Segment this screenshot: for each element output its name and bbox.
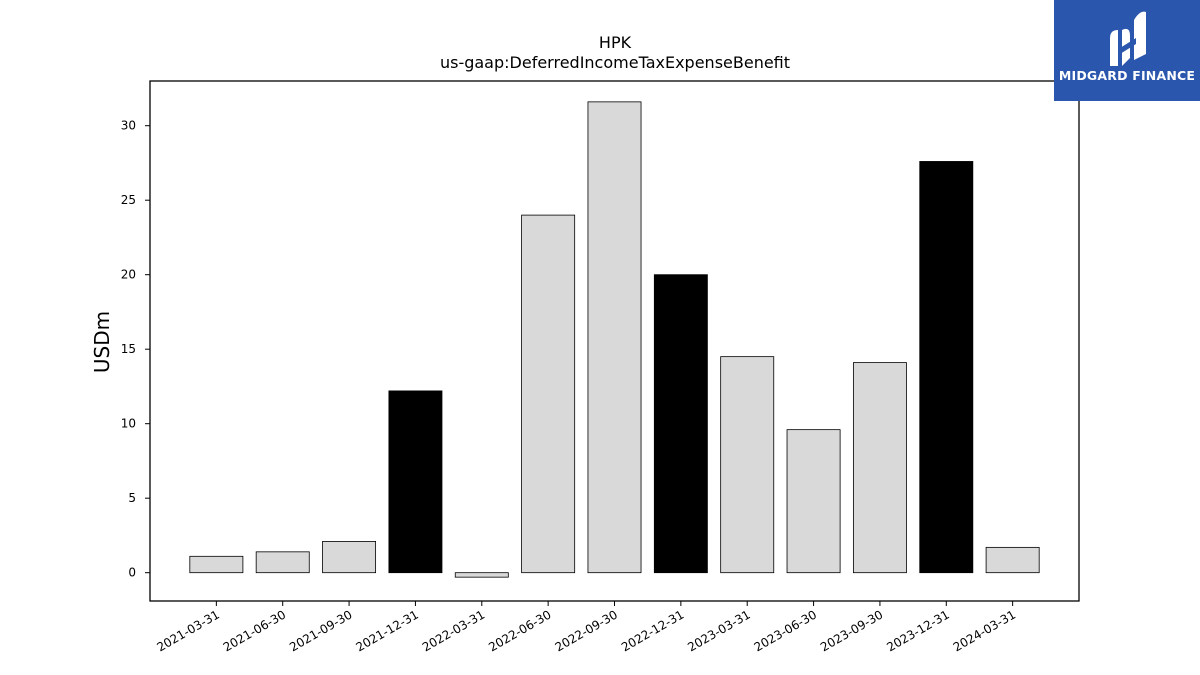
x-tick-label: 2023-06-30 xyxy=(752,607,819,654)
x-tick-label: 2021-06-30 xyxy=(221,607,288,654)
x-tick-label: 2022-09-30 xyxy=(553,607,620,654)
x-tick-label: 2023-12-31 xyxy=(884,607,951,654)
y-tick-label: 10 xyxy=(121,417,136,431)
y-tick-label: 5 xyxy=(128,491,136,505)
logo-text: MIDGARD FINANCE xyxy=(1058,68,1196,83)
bar-2021-03-31 xyxy=(189,555,244,574)
bar-2023-06-30 xyxy=(786,429,841,574)
x-tick-label: 2022-12-31 xyxy=(619,607,686,654)
bar-2022-09-30 xyxy=(587,101,642,574)
bar-2023-12-31 xyxy=(919,161,974,574)
y-tick-label: 0 xyxy=(128,566,136,580)
y-tick-label: 15 xyxy=(121,342,136,356)
plot-area-frame xyxy=(149,80,1080,602)
y-tick-label: 30 xyxy=(121,119,136,133)
bar-2021-09-30 xyxy=(322,541,377,574)
x-axis-ticks: 2021-03-312021-06-302021-09-302021-12-31… xyxy=(154,601,1018,654)
x-tick-label: 2021-09-30 xyxy=(287,607,354,654)
y-axis-ticks: 0 5 10 15 20 25 30 xyxy=(121,119,150,580)
bar-2022-03-31 xyxy=(454,572,509,578)
chart-title: HPK xyxy=(599,33,632,52)
x-tick-label: 2023-09-30 xyxy=(818,607,885,654)
x-tick-label: 2023-03-31 xyxy=(685,607,752,654)
bar-2021-06-30 xyxy=(255,551,310,574)
bar-2023-09-30 xyxy=(852,362,907,574)
bar-2022-12-31 xyxy=(653,274,708,574)
x-tick-label: 2021-03-31 xyxy=(154,607,221,654)
bar-2023-03-31 xyxy=(720,356,775,574)
bars-group xyxy=(189,101,1040,578)
y-axis-label: USDm xyxy=(90,311,114,373)
x-tick-label: 2024-03-31 xyxy=(951,607,1018,654)
x-tick-label: 2022-06-30 xyxy=(486,607,553,654)
x-tick-label: 2022-03-31 xyxy=(420,607,487,654)
y-tick-label: 20 xyxy=(121,268,136,282)
bar-2021-12-31 xyxy=(388,390,443,574)
x-tick-label: 2021-12-31 xyxy=(354,607,421,654)
midgard-finance-logo: MIDGARD FINANCE xyxy=(1054,0,1200,101)
bar-2022-06-30 xyxy=(521,214,576,574)
midgard-logo-icon xyxy=(1110,11,1146,66)
y-tick-label: 25 xyxy=(121,193,136,207)
chart-subtitle: us-gaap:DeferredIncomeTaxExpenseBenefit xyxy=(440,53,790,72)
bar-2024-03-31 xyxy=(985,546,1040,574)
